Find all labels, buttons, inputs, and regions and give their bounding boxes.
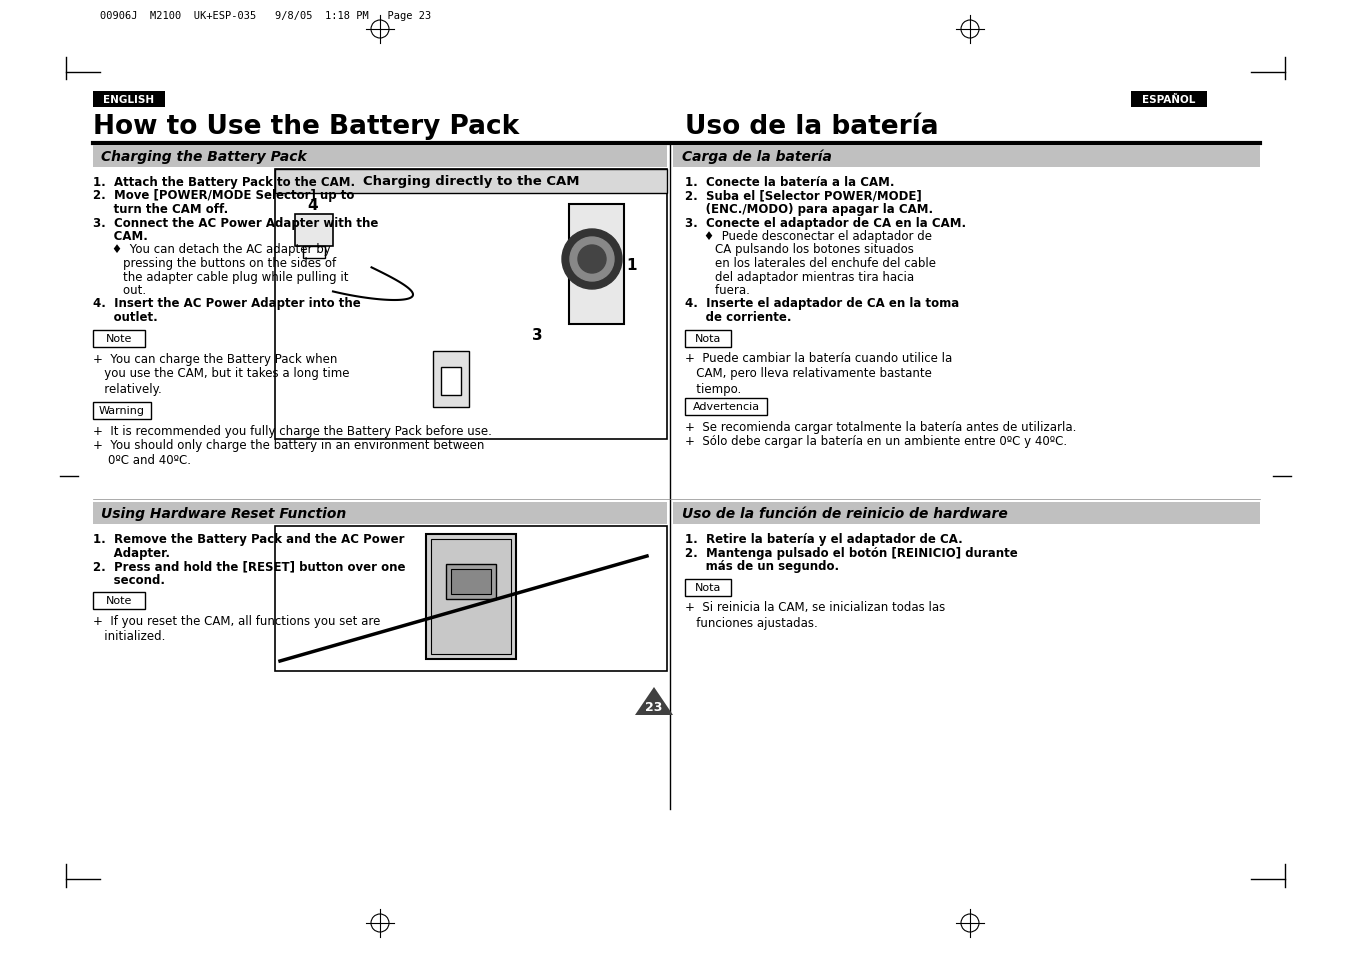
Text: de corriente.: de corriente. [685, 311, 792, 324]
Bar [93, 91, 165, 108]
Text: Adapter.: Adapter. [93, 546, 170, 558]
Text: Advertencia: Advertencia [693, 401, 759, 412]
Bar [1131, 91, 1206, 108]
Text: CAM.: CAM. [93, 230, 147, 243]
Text: Charging directly to the CAM: Charging directly to the CAM [363, 175, 580, 189]
Bar [93, 502, 667, 524]
Text: fuera.: fuera. [685, 284, 750, 296]
Bar [685, 330, 731, 347]
Bar [431, 539, 511, 655]
Text: 23: 23 [646, 700, 663, 714]
Text: más de un segundo.: más de un segundo. [685, 559, 839, 573]
Bar [434, 352, 469, 408]
Polygon shape [635, 687, 673, 716]
Bar [93, 402, 151, 419]
Text: Warning: Warning [99, 406, 145, 416]
Text: 1.  Retire la batería y el adaptador de CA.: 1. Retire la batería y el adaptador de C… [685, 533, 963, 545]
Text: Nota: Nota [694, 334, 721, 344]
Circle shape [578, 246, 607, 274]
Bar [673, 146, 1260, 168]
Text: 1.  Remove the Battery Pack and the AC Power: 1. Remove the Battery Pack and the AC Po… [93, 533, 404, 545]
Text: 1.  Conecte la batería a la CAM.: 1. Conecte la batería a la CAM. [685, 175, 894, 189]
Text: Carga de la batería: Carga de la batería [682, 150, 832, 164]
Text: 3.  Connect the AC Power Adapter with the: 3. Connect the AC Power Adapter with the [93, 216, 378, 230]
Bar [685, 578, 731, 596]
Text: +  Si reinicia la CAM, se inicializan todas las
   funciones ajustadas.: + Si reinicia la CAM, se inicializan tod… [685, 601, 946, 629]
Text: 2.  Press and hold the [RESET] button over one: 2. Press and hold the [RESET] button ove… [93, 559, 405, 573]
Text: 4.  Insert the AC Power Adapter into the: 4. Insert the AC Power Adapter into the [93, 297, 361, 310]
Text: turn the CAM off.: turn the CAM off. [93, 203, 228, 215]
Text: the adapter cable plug while pulling it: the adapter cable plug while pulling it [93, 271, 349, 283]
Text: CA pulsando los botones situados: CA pulsando los botones situados [685, 243, 913, 256]
Text: pressing the buttons on the sides of: pressing the buttons on the sides of [93, 256, 336, 270]
Text: 2.  Move [POWER/MODE Selector] up to: 2. Move [POWER/MODE Selector] up to [93, 190, 354, 202]
Text: 3.  Conecte el adaptador de CA en la CAM.: 3. Conecte el adaptador de CA en la CAM. [685, 216, 966, 230]
Bar [93, 330, 145, 347]
Bar [451, 569, 490, 595]
Text: 1: 1 [627, 257, 638, 273]
Text: Note: Note [105, 596, 132, 606]
Text: outlet.: outlet. [93, 311, 158, 324]
Text: ENGLISH: ENGLISH [104, 95, 154, 105]
Text: +  Puede cambiar la batería cuando utilice la
   CAM, pero lleva relativamente b: + Puede cambiar la batería cuando utilic… [685, 352, 952, 395]
Text: en los laterales del enchufe del cable: en los laterales del enchufe del cable [685, 256, 936, 270]
Text: +  It is recommended you fully charge the Battery Pack before use.
+  You should: + It is recommended you fully charge the… [93, 424, 492, 467]
Text: Using Hardware Reset Function: Using Hardware Reset Function [101, 506, 346, 520]
Text: 2.  Suba el [Selector POWER/MODE]: 2. Suba el [Selector POWER/MODE] [685, 190, 921, 202]
Text: 00906J  M2100  UK+ESP-035   9/8/05  1:18 PM   Page 23: 00906J M2100 UK+ESP-035 9/8/05 1:18 PM P… [100, 11, 431, 21]
Text: Nota: Nota [694, 582, 721, 593]
Bar [303, 247, 326, 258]
Text: How to Use the Battery Pack: How to Use the Battery Pack [93, 113, 519, 140]
Bar [446, 564, 496, 599]
Bar [673, 502, 1260, 524]
Text: +  You can charge the Battery Pack when
   you use the CAM, but it takes a long : + You can charge the Battery Pack when y… [93, 352, 350, 395]
Text: ♦  Puede desconectar el adaptador de: ♦ Puede desconectar el adaptador de [685, 230, 932, 243]
Bar [276, 526, 667, 671]
Text: out.: out. [93, 284, 146, 296]
Text: +  Se recomienda cargar totalmente la batería antes de utilizarla.
+  Sólo debe : + Se recomienda cargar totalmente la bat… [685, 420, 1077, 448]
Bar [93, 146, 667, 168]
Text: del adaptador mientras tira hacia: del adaptador mientras tira hacia [685, 271, 915, 283]
Bar [276, 170, 667, 193]
Bar [440, 368, 461, 395]
Text: Uso de la batería: Uso de la batería [685, 113, 939, 140]
Bar [426, 535, 516, 659]
Text: Note: Note [105, 334, 132, 344]
Circle shape [562, 230, 621, 290]
Text: Charging the Battery Pack: Charging the Battery Pack [101, 150, 307, 164]
Text: 4.  Inserte el adaptador de CA en la toma: 4. Inserte el adaptador de CA en la toma [685, 297, 959, 310]
Text: 1.  Attach the Battery Pack to the CAM.: 1. Attach the Battery Pack to the CAM. [93, 175, 355, 189]
Circle shape [570, 237, 613, 282]
Bar [295, 214, 332, 247]
Text: second.: second. [93, 573, 165, 586]
Bar [685, 398, 767, 416]
Text: Uso de la función de reinicio de hardware: Uso de la función de reinicio de hardwar… [682, 506, 1008, 520]
Text: 3: 3 [532, 327, 542, 342]
Bar [276, 170, 667, 439]
Bar [93, 593, 145, 609]
Text: +  If you reset the CAM, all functions you set are
   initialized.: + If you reset the CAM, all functions yo… [93, 615, 381, 642]
Text: ♦  You can detach the AC adapter by: ♦ You can detach the AC adapter by [93, 243, 331, 256]
Text: 4: 4 [308, 197, 319, 213]
Bar [569, 205, 624, 325]
Text: ESPAÑOL: ESPAÑOL [1143, 95, 1196, 105]
Text: (ENC./MODO) para apagar la CAM.: (ENC./MODO) para apagar la CAM. [685, 203, 934, 215]
Text: 2.  Mantenga pulsado el botón [REINICIO] durante: 2. Mantenga pulsado el botón [REINICIO] … [685, 546, 1017, 558]
